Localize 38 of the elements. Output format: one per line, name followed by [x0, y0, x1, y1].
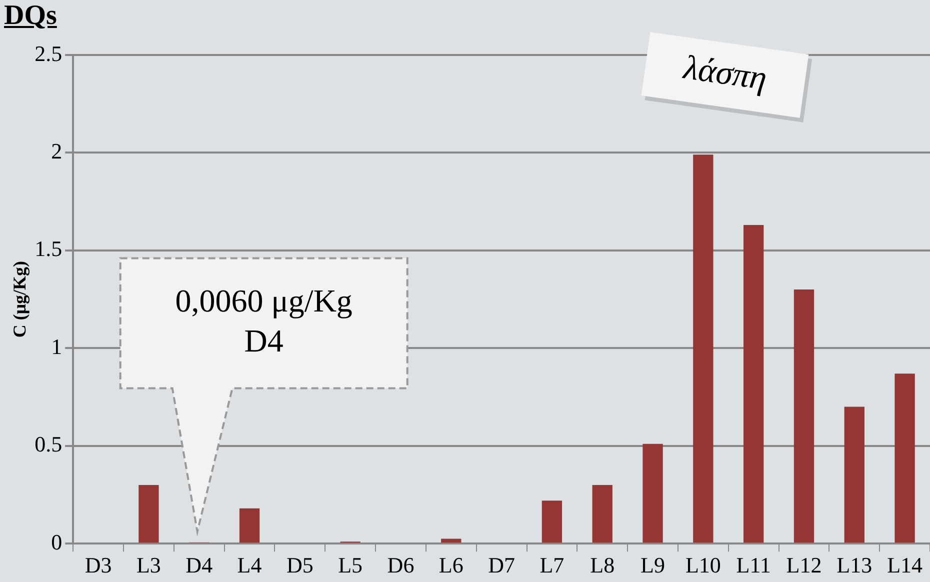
- x-tick-label: L8: [590, 552, 615, 578]
- annotation: λάσπη: [680, 49, 769, 98]
- bar: [744, 225, 764, 543]
- bar: [239, 508, 260, 543]
- x-tick-label: D7: [488, 552, 515, 578]
- x-tick-label: L11: [736, 552, 771, 578]
- bar: [894, 374, 915, 543]
- x-tick-label: D3: [84, 552, 112, 578]
- x-tick-label: L4: [237, 552, 262, 578]
- annotation: 0,0060 μg/Kg D4: [175, 282, 352, 359]
- x-tick-label: L7: [540, 552, 564, 578]
- x-tick-label: L9: [640, 552, 665, 578]
- bar: [138, 484, 159, 543]
- x-tick-label: L14: [887, 552, 923, 578]
- x-tick-label: D6: [387, 552, 414, 578]
- x-tick-label: L13: [836, 552, 872, 578]
- bar: [794, 290, 814, 543]
- x-tick-label: D4: [186, 552, 213, 578]
- x-tick-label: L12: [786, 552, 822, 578]
- y-tick-label: 2: [51, 138, 62, 164]
- x-tick-label: L5: [338, 552, 363, 578]
- x-tick-label: L6: [438, 552, 464, 578]
- x-tick-label: L3: [136, 552, 161, 578]
- x-tick-label: L10: [685, 552, 721, 578]
- y-tick-label: 1.5: [34, 236, 62, 262]
- bar: [542, 500, 562, 543]
- chart-title: DQs: [4, 0, 57, 32]
- y-tick-label: 0: [51, 529, 62, 554]
- bar: [441, 538, 462, 543]
- y-tick-label: 2.5: [34, 40, 62, 66]
- bar: [592, 484, 612, 543]
- y-tick-label: 0.5: [34, 432, 62, 457]
- bar: [642, 444, 663, 543]
- y-tick-label: 1: [51, 334, 62, 359]
- bar: [844, 406, 864, 543]
- x-tick-label: D5: [286, 552, 314, 578]
- y-axis-title: C (μg/Kg): [9, 260, 30, 338]
- bar: [693, 154, 714, 543]
